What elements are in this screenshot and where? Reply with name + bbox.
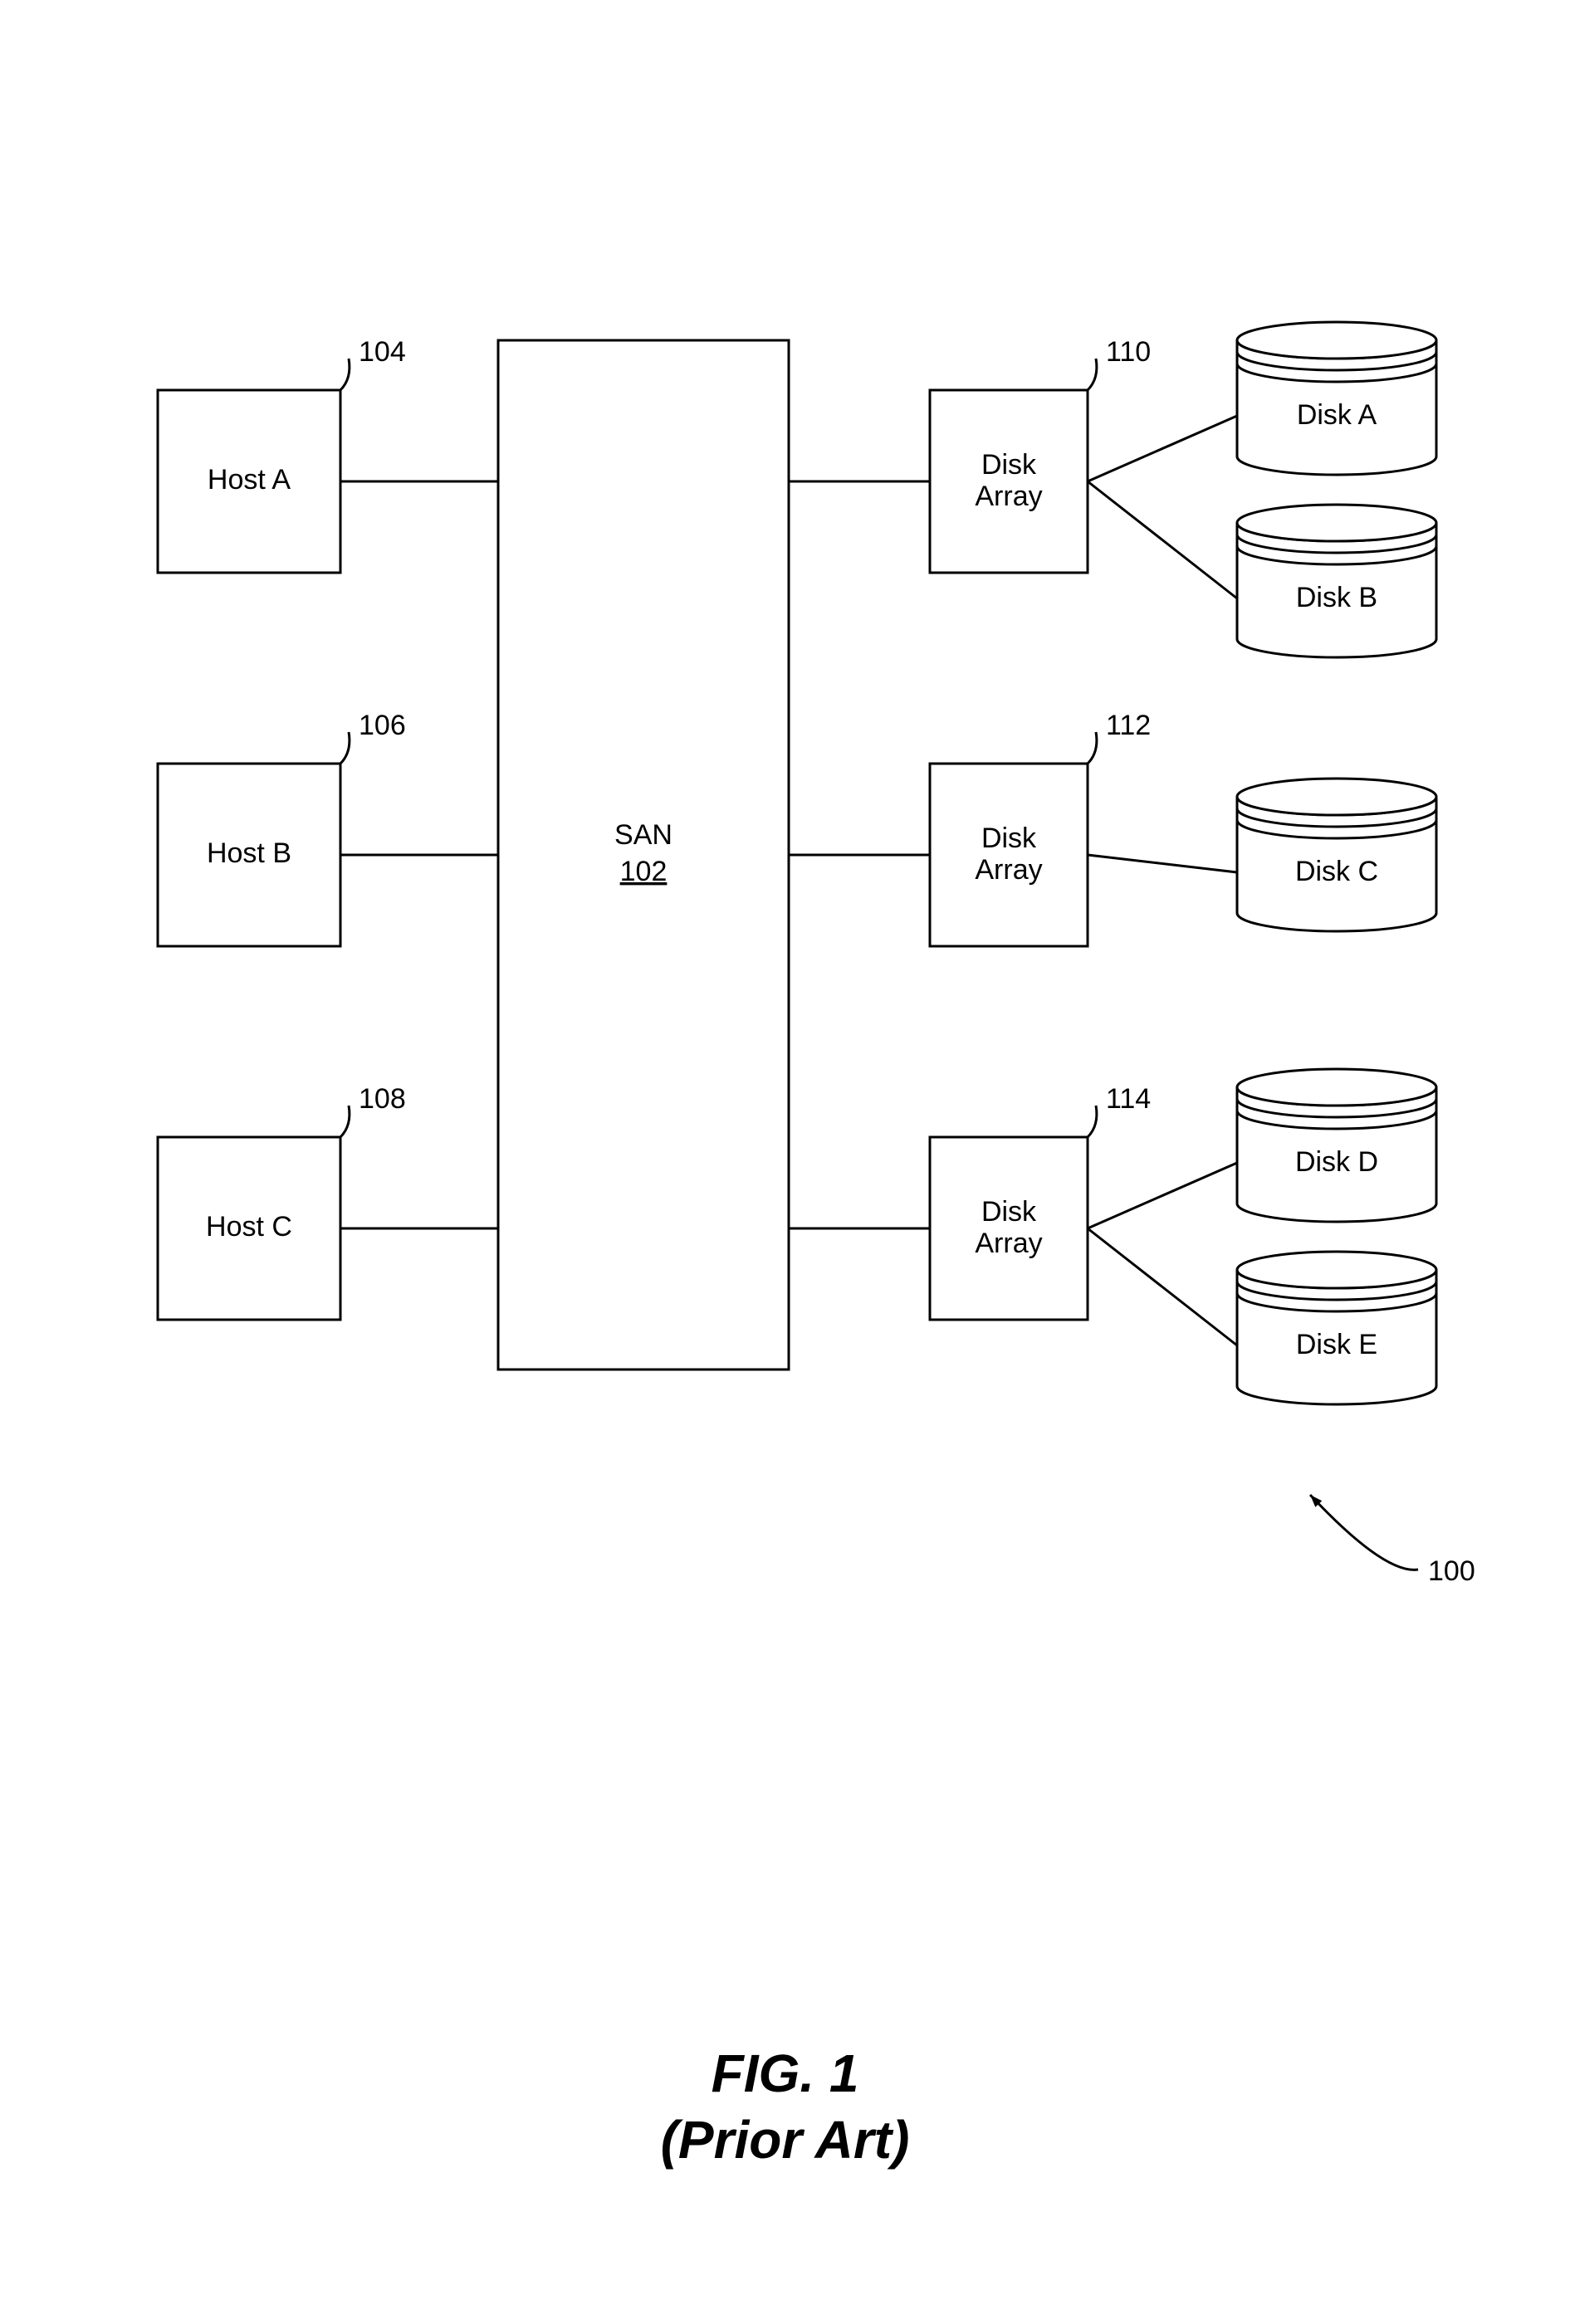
system-ref-leader [1310, 1495, 1418, 1570]
disk-d: Disk D [1237, 1069, 1436, 1222]
disk-c-label: Disk C [1295, 856, 1378, 887]
disk-b-top [1237, 505, 1436, 541]
san-ref: 102 [620, 856, 668, 887]
disk-e-top [1237, 1252, 1436, 1288]
disk-a-label: Disk A [1297, 399, 1377, 431]
wire-array-1-to-disk-c [1088, 855, 1237, 872]
disk-e-label: Disk E [1296, 1329, 1377, 1360]
host-b-ref: 106 [359, 710, 406, 741]
array-0-leader [1088, 359, 1097, 390]
wire-array-0-to-disk-a [1088, 416, 1237, 481]
disk-d-label: Disk D [1295, 1146, 1378, 1178]
wire-array-0-to-disk-b [1088, 481, 1237, 598]
host-c-ref: 108 [359, 1083, 406, 1115]
san-label: SAN [614, 819, 673, 851]
array-2-label-1: Disk [981, 1196, 1037, 1228]
disk-c: Disk C [1237, 779, 1436, 931]
disk-d-top [1237, 1069, 1436, 1106]
host-c-label: Host C [206, 1211, 292, 1243]
array-2-leader [1088, 1106, 1097, 1137]
disk-a: Disk A [1237, 322, 1436, 475]
system-ref: 100 [1428, 1555, 1475, 1587]
wire-array-2-to-disk-d [1088, 1163, 1237, 1228]
array-1-label-2: Array [975, 854, 1042, 886]
array-1-label-1: Disk [981, 823, 1037, 854]
array-0-label-1: Disk [981, 449, 1037, 481]
disk-b: Disk B [1237, 505, 1436, 657]
host-a-ref: 104 [359, 336, 406, 368]
disk-a-top [1237, 322, 1436, 359]
host-a-label: Host A [208, 464, 291, 496]
figure-title-line1: FIG. 1 [712, 2043, 859, 2103]
array-1-leader [1088, 732, 1097, 764]
array-0-label-2: Array [975, 481, 1042, 512]
host-a-leader [340, 359, 350, 390]
array-0-ref: 110 [1106, 336, 1151, 368]
host-c-leader [340, 1106, 350, 1137]
disk-e: Disk E [1237, 1252, 1436, 1404]
wire-array-2-to-disk-e [1088, 1228, 1237, 1345]
host-b-leader [340, 732, 350, 764]
array-2-label-2: Array [975, 1228, 1042, 1259]
array-1-ref: 112 [1106, 710, 1151, 741]
disk-b-label: Disk B [1296, 582, 1377, 613]
host-b-label: Host B [207, 837, 291, 869]
array-2-ref: 114 [1106, 1083, 1151, 1115]
disk-c-top [1237, 779, 1436, 815]
figure-title-line2: (Prior Art) [661, 2110, 910, 2170]
